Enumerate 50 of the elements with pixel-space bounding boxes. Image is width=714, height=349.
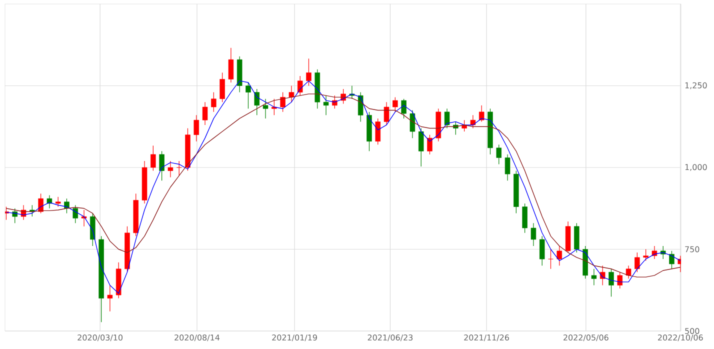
candlestick [444,108,450,129]
candlestick [427,134,432,155]
candlestick [159,150,164,181]
candlestick [375,118,381,145]
candlestick [392,96,398,112]
candlestick [272,98,277,116]
candlestick [81,210,87,227]
candlestick [634,252,640,272]
candlestick [280,92,286,112]
candlestick [556,246,562,266]
candlestick [306,58,312,86]
candlestick [496,144,502,165]
candlestick [38,193,44,214]
candlestick [478,105,484,122]
candlestick [176,160,182,176]
candlestick [262,98,268,119]
candlestick [643,248,648,261]
candlestick [548,248,554,270]
candlestick [669,250,674,270]
candlestick [608,268,614,297]
candlestick [194,114,199,142]
candlestick [358,92,364,122]
candlestick [470,114,476,129]
candlestick [591,268,597,286]
candlestick [228,48,234,83]
candlestick [539,236,545,266]
candlestick [410,110,416,138]
candlestick [617,272,623,289]
candlestick [211,92,216,112]
candlestick [220,72,225,102]
candlestick [401,98,406,119]
candlestick [504,154,510,181]
candlestick [530,222,536,246]
candlestick [418,128,424,167]
candlestick [288,85,294,102]
candlestick [246,82,251,109]
candlestick [522,203,528,234]
candlestick [323,95,329,116]
candlestick [297,76,303,96]
candlestick [55,196,61,208]
candlestick [202,102,208,126]
candlestick [626,265,632,279]
candlestick [574,222,580,253]
candlestick [90,212,96,246]
candlestick [150,145,156,172]
candlestick [72,204,78,224]
candlestick [107,284,113,312]
candlestick [168,160,174,178]
candlestick [384,102,390,126]
candlestick [254,88,260,116]
